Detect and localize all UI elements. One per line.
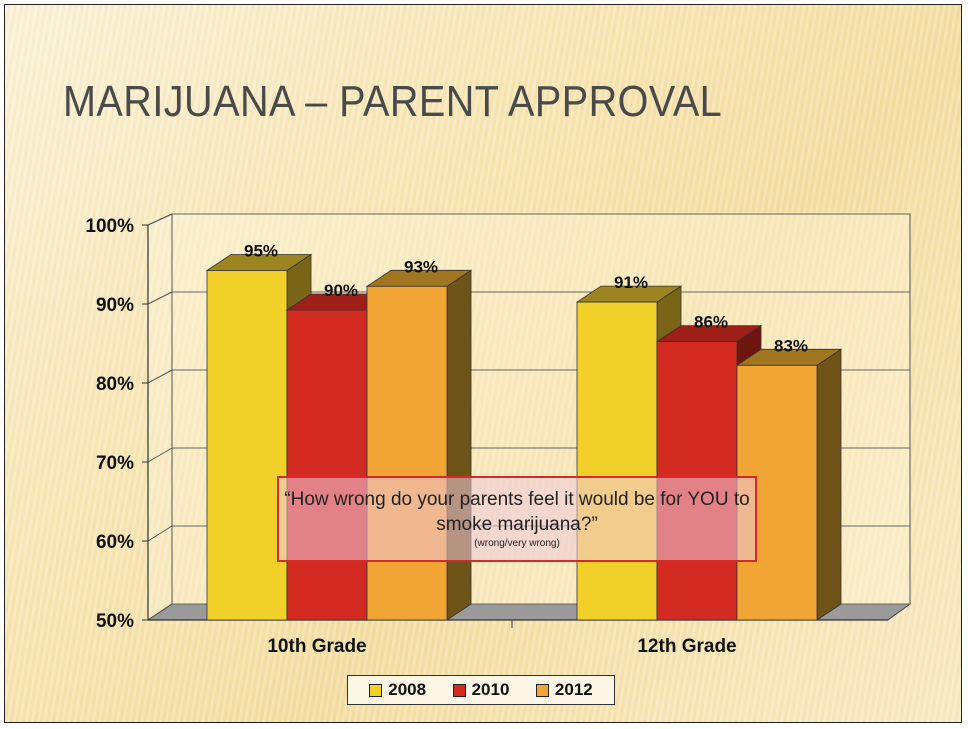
data-label-2012-0: 93% [404,257,438,276]
bar-2008-1 [576,301,658,621]
legend-item-2010: 2010 [452,680,510,700]
bar-side-2012-0 [446,269,472,621]
legend-swatch-2010 [452,683,466,697]
x-tick-label: 12th Grade [637,636,736,657]
data-label-2010-1: 86% [694,313,728,332]
y-tick-label: 90% [96,295,134,316]
data-label-2008-0: 95% [244,242,278,261]
legend-swatch-2012 [535,683,549,697]
gridline-depth [147,603,173,621]
y-tick-label: 50% [96,611,134,632]
bar-side-2012-1 [816,348,842,621]
y-tick-label: 60% [96,532,134,553]
y-tick-label: 80% [96,374,134,395]
data-label-2010-0: 90% [324,281,358,300]
legend-label-2012: 2012 [554,680,593,699]
legend-label-2010: 2010 [471,680,510,699]
bar-2010-0 [286,309,368,621]
survey-question-text: “How wrong do your parents feel it would… [284,489,750,535]
legend-label-2008: 2008 [388,680,427,699]
bar-2008-0 [206,270,288,621]
x-tick-label: 10th Grade [267,636,366,657]
chart-side-wall [147,213,173,621]
legend-item-2008: 2008 [369,680,426,700]
gridline-depth [147,291,173,305]
y-tick-label: 70% [96,453,134,474]
survey-question-subtext: (wrong/very wrong) [474,538,560,549]
data-label-2008-1: 91% [614,273,648,292]
y-tick-label: 100% [85,216,134,237]
bar-2012-0 [366,285,448,621]
gridline-depth [147,525,173,542]
survey-question-box: “How wrong do your parents feel it would… [277,476,757,562]
gridline-depth [147,447,173,463]
chart-legend: 2008 2010 2012 [347,675,615,705]
slide-title: MARIJUANA – PARENT APPROVAL [63,77,723,126]
legend-swatch-2008 [369,683,383,697]
legend-item-2012: 2012 [535,680,593,700]
gridline-depth [147,369,173,384]
data-label-2012-1: 83% [774,336,808,355]
gridline-depth [147,213,173,226]
